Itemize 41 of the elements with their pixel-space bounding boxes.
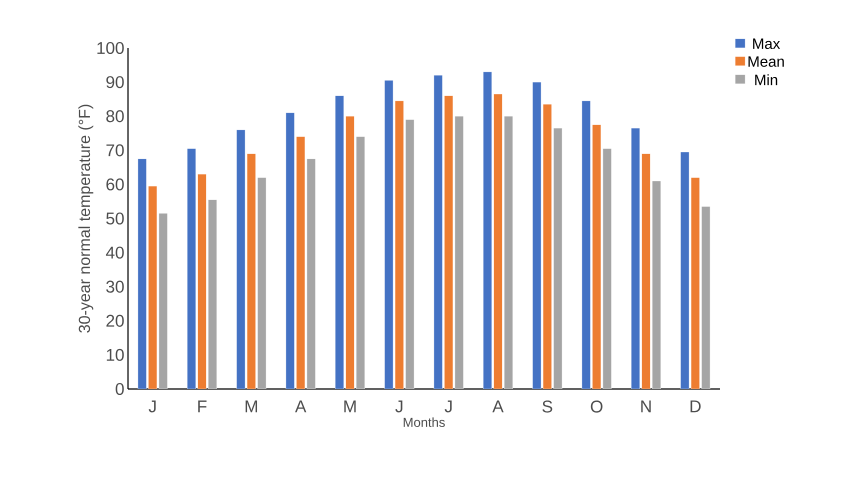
x-tick-label: J [148, 400, 156, 412]
bar [296, 136, 306, 389]
y-tick-label: 80 [106, 110, 124, 122]
y-tick-label: 40 [106, 246, 124, 259]
x-tick-label: J [395, 400, 402, 412]
x-tick-label: D [690, 400, 701, 412]
x-tick-label: F [198, 400, 207, 412]
bar [642, 154, 650, 389]
bar [690, 177, 700, 389]
bar [158, 213, 168, 389]
x-tick-label: A [492, 400, 504, 412]
bar [346, 116, 354, 389]
x-tick-label: N [641, 400, 651, 412]
bar [494, 94, 502, 389]
bar [394, 100, 404, 389]
bar [444, 96, 454, 389]
y-tick-label: 0 [116, 382, 124, 396]
legend-label: Mean [748, 56, 784, 67]
x-tick-label: O [590, 400, 602, 413]
bar [246, 154, 256, 389]
y-tick-label: 30 [106, 280, 124, 293]
x-axis-title: Months [404, 417, 445, 427]
y-tick-label: 50 [106, 212, 124, 225]
legend-label: Min [755, 74, 778, 86]
x-tick-label: S [542, 400, 552, 413]
y-axis-title: 30-year normal temperature (°F) [78, 104, 94, 333]
y-tick-label: 20 [106, 314, 124, 327]
legend-label: Max [753, 38, 780, 50]
x-tick-label: M [344, 400, 356, 412]
y-tick-label: 90 [106, 76, 124, 88]
bar [198, 174, 206, 389]
y-tick-label: 100 [97, 42, 124, 54]
y-tick-label: 70 [106, 144, 124, 156]
bar [542, 104, 552, 389]
y-tick-label: 60 [106, 178, 124, 190]
x-tick-label: M [246, 400, 258, 412]
bar [148, 186, 158, 389]
x-tick-label: J [444, 400, 452, 412]
bar [592, 124, 602, 389]
x-tick-label: A [295, 400, 306, 412]
y-tick-label: 10 [106, 348, 124, 361]
